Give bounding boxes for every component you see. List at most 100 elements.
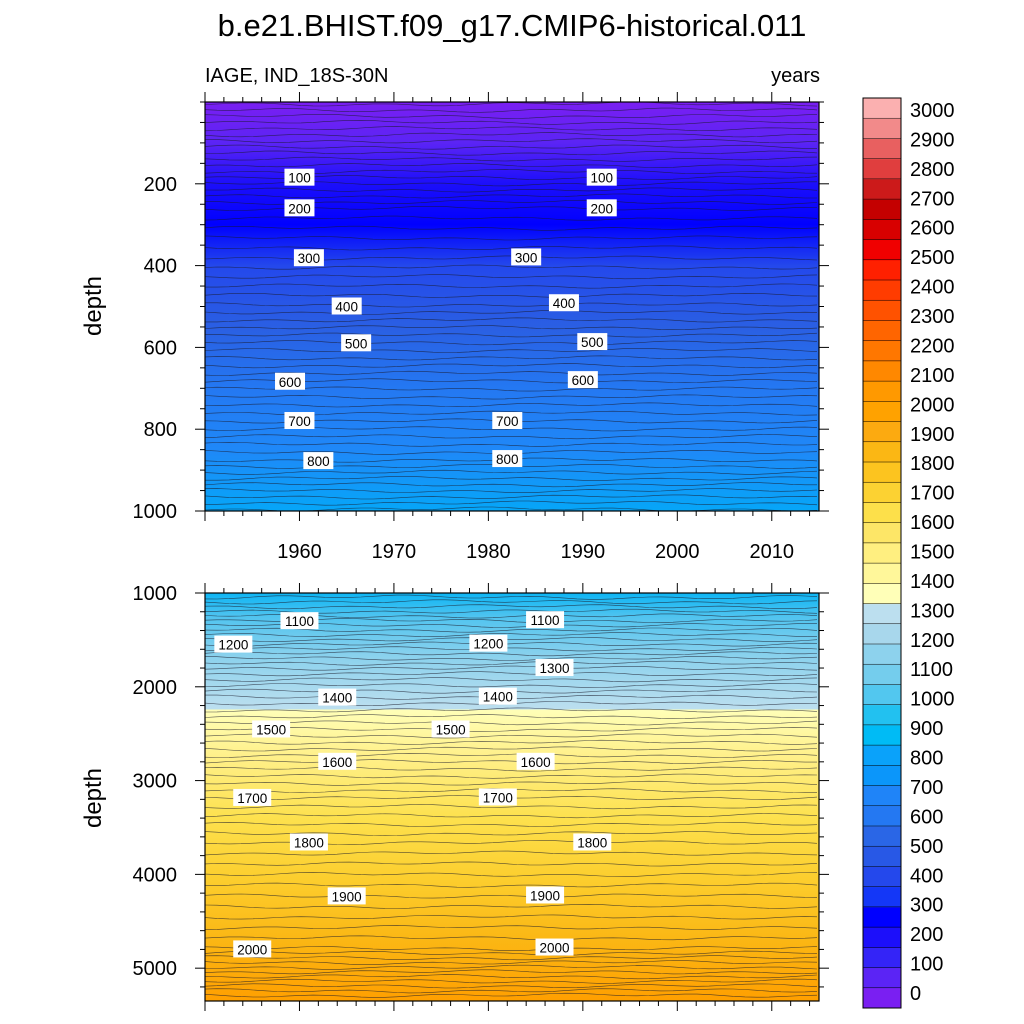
contour-label-box	[548, 294, 579, 312]
contour-label-box	[567, 371, 598, 389]
contour-label: 1600	[516, 752, 555, 770]
y-tick-label: 200	[144, 174, 177, 196]
colorbar-label: 2200	[910, 335, 955, 357]
contour-label-box	[511, 248, 542, 266]
contour-line	[204, 225, 818, 231]
contour-label-text: 1800	[294, 835, 324, 850]
colorbar-swatch	[863, 482, 901, 503]
contour-label-box	[431, 720, 470, 738]
top-y-axis-label: depth	[80, 276, 107, 336]
contour-line	[204, 914, 818, 920]
contour-label-box	[252, 720, 291, 738]
contour-label-text: 1900	[332, 889, 362, 904]
contour-line	[204, 355, 818, 361]
contour-label-text: 600	[572, 373, 595, 388]
colorbar-label: 700	[910, 777, 943, 799]
colorbar-swatch	[863, 98, 901, 119]
contour-line	[204, 441, 818, 447]
contour-label-text: 1700	[237, 791, 267, 806]
colorbar-label: 2500	[910, 247, 955, 269]
contour-label: 1900	[327, 887, 366, 905]
y-tick-label: 400	[144, 256, 177, 278]
contour-line	[204, 599, 818, 605]
contour-line	[204, 138, 818, 144]
colorbar-label: 1200	[910, 630, 955, 652]
contour-label: 1500	[431, 720, 470, 738]
colorbar-label: 1600	[910, 512, 955, 534]
contour-label-box	[318, 752, 357, 770]
top-panel: 100 100 200 200 300 300 400 400 500 500 600 600 700 7…	[80, 92, 829, 563]
colorbar-label: 2600	[910, 218, 955, 240]
contour-line	[204, 720, 818, 726]
contour-label: 500	[577, 333, 608, 351]
contour-line	[204, 494, 818, 500]
contour-label: 1200	[469, 634, 508, 652]
y-tick-label: 1000	[133, 501, 178, 523]
contour-line	[205, 882, 818, 888]
contour-label: 1800	[573, 833, 612, 851]
colorbar-label: 1900	[910, 424, 955, 446]
contour-label-text: 1100	[285, 614, 314, 629]
contour-line	[204, 733, 818, 739]
contour-label-text: 300	[515, 250, 538, 265]
contour-line	[204, 759, 817, 765]
contour-label-box	[478, 788, 517, 806]
colorbar-label: 2800	[910, 159, 955, 181]
contour-label: 700	[284, 412, 315, 430]
contour-line	[204, 627, 818, 633]
contour-label: 300	[511, 248, 542, 266]
contour-label-text: 100	[288, 171, 311, 186]
colorbar-label: 200	[910, 924, 943, 946]
colorbar-label: 2400	[910, 277, 955, 299]
contour-label: 700	[492, 412, 523, 430]
colorbar-swatch	[863, 603, 901, 625]
contour-label-box	[469, 634, 508, 652]
contour-line	[204, 378, 818, 384]
colorbar-label: 800	[910, 748, 943, 770]
contour-label-box	[535, 659, 574, 677]
contour-label-box	[280, 612, 319, 630]
contour-label: 1800	[289, 833, 328, 851]
colorbar-swatch	[863, 502, 901, 524]
x-tick-label: 1960	[277, 541, 322, 563]
x-tick-label: 2010	[750, 541, 795, 563]
colorbar-swatch	[863, 684, 901, 706]
colorbar-label: 1400	[910, 571, 955, 593]
contour-line	[204, 402, 818, 408]
contour-line	[204, 163, 818, 168]
contour-line	[205, 476, 818, 481]
colorbar-swatch	[863, 259, 901, 281]
contour-label: 1900	[526, 886, 565, 904]
contour-line	[204, 482, 817, 488]
contour-label-box	[318, 688, 357, 706]
top-panel-field	[205, 102, 819, 511]
colorbar-swatch	[863, 138, 901, 160]
contour-line	[204, 925, 818, 930]
contour-line	[204, 646, 818, 652]
contour-line	[204, 340, 818, 346]
contour-line	[204, 469, 818, 475]
colorbar-swatch	[863, 745, 901, 766]
contour-label: 1700	[478, 788, 517, 806]
colorbar-swatch	[863, 320, 901, 342]
contour-line	[204, 132, 818, 138]
colorbar-swatch	[863, 421, 901, 443]
colorbar-swatch	[863, 118, 901, 139]
contour-line	[204, 656, 818, 661]
contour-label-text: 1300	[539, 661, 569, 676]
contour-line	[204, 665, 818, 671]
contour-label-box	[233, 788, 272, 806]
contour-label-text: 700	[496, 414, 519, 429]
colorbar-swatch	[863, 199, 901, 220]
colorbar-label: 1800	[910, 453, 955, 475]
bottom-y-axis-label: depth	[80, 768, 107, 828]
contour-label-text: 1100	[531, 613, 560, 628]
contour-label-box	[535, 938, 574, 956]
contour-line	[204, 780, 818, 786]
colorbar-swatch	[863, 280, 901, 301]
contour-label-box	[233, 940, 272, 958]
contour-label-box	[284, 412, 315, 430]
contour-label: 1300	[535, 659, 574, 677]
contour-label: 100	[284, 168, 315, 186]
contour-label: 1600	[318, 752, 357, 770]
